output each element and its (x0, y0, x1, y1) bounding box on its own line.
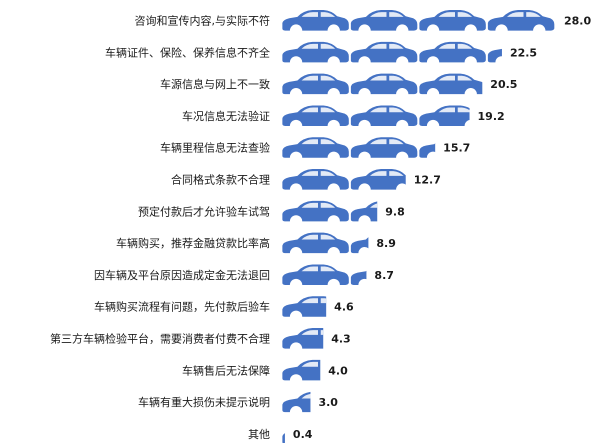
category-label: 车辆里程信息无法查验 (160, 141, 270, 155)
car-icon (350, 105, 418, 130)
category-label: 第三方车辆检验平台，需要消费者付费不合理 (50, 332, 270, 346)
value-label: 4.6 (334, 301, 354, 314)
car-icon (351, 392, 417, 416)
car-icon (350, 137, 418, 162)
bar-4 (282, 105, 470, 130)
bar-5 (282, 137, 554, 162)
value-label: 8.9 (376, 237, 396, 250)
car-icon (350, 169, 406, 193)
car-icon (282, 105, 349, 130)
car-icon (282, 232, 349, 257)
car-icon (488, 137, 554, 161)
value-label: 8.7 (374, 269, 394, 282)
car-icon (487, 10, 555, 34)
car-icon (419, 73, 483, 98)
car-icon (419, 41, 486, 66)
value-label: 4.0 (328, 364, 348, 377)
category-label: 车况信息无法验证 (182, 109, 270, 123)
car-icon (282, 200, 349, 225)
car-icon (419, 10, 486, 34)
value-label: 28.0 (564, 15, 591, 28)
bar-1 (282, 10, 555, 34)
category-label: 车辆证件、保险、保养信息不齐全 (105, 45, 270, 59)
bar-6 (282, 169, 406, 193)
car-icon (350, 200, 378, 225)
bar-2 (282, 41, 600, 66)
car-icon (282, 264, 349, 289)
value-label: 9.8 (385, 205, 405, 218)
category-label: 车辆购买，推荐金融贷款比率高 (116, 236, 270, 250)
category-label: 车辆购买流程有问题，先付款后验车 (94, 300, 270, 314)
car-icon (282, 169, 349, 193)
value-label: 0.4 (293, 428, 313, 441)
category-label: 车辆售后无法保障 (182, 363, 270, 377)
car-icon (351, 360, 417, 384)
category-label: 合同格式条款不合理 (171, 173, 270, 187)
car-icon (351, 296, 417, 320)
car-icon (419, 105, 470, 130)
category-label: 咨询和宣传内容,与实际不符 (135, 14, 271, 28)
category-label: 车辆有重大损伤未提示说明 (138, 395, 270, 409)
car-icon (351, 328, 417, 352)
car-icon (350, 73, 418, 98)
value-label: 22.5 (510, 46, 537, 59)
bar-12 (282, 359, 417, 384)
category-label: 车源信息与网上不一致 (160, 77, 270, 91)
value-label: 15.7 (443, 142, 470, 155)
category-label: 因车辆及平台原因造成定金无法退回 (94, 268, 270, 282)
value-label: 3.0 (318, 396, 338, 409)
car-icon (419, 233, 485, 257)
car-icon (282, 10, 349, 34)
car-icon (350, 41, 418, 66)
car-icon (419, 264, 485, 288)
car-icon (282, 391, 311, 416)
car-icon (419, 201, 485, 225)
value-label: 20.5 (490, 78, 517, 91)
car-icon (282, 137, 349, 162)
car-icon (556, 42, 600, 66)
bar-13 (282, 391, 417, 416)
car-icon (282, 41, 349, 66)
value-label: 12.7 (414, 174, 441, 187)
car-icon (282, 73, 349, 98)
bar-7 (282, 200, 485, 225)
car-icon (351, 423, 417, 443)
value-label: 19.2 (478, 110, 505, 123)
category-label: 预定付款后才允许验车试驾 (138, 204, 270, 218)
category-label: 其他 (248, 428, 270, 441)
car-icon (350, 10, 418, 34)
value-label: 4.3 (331, 333, 351, 346)
